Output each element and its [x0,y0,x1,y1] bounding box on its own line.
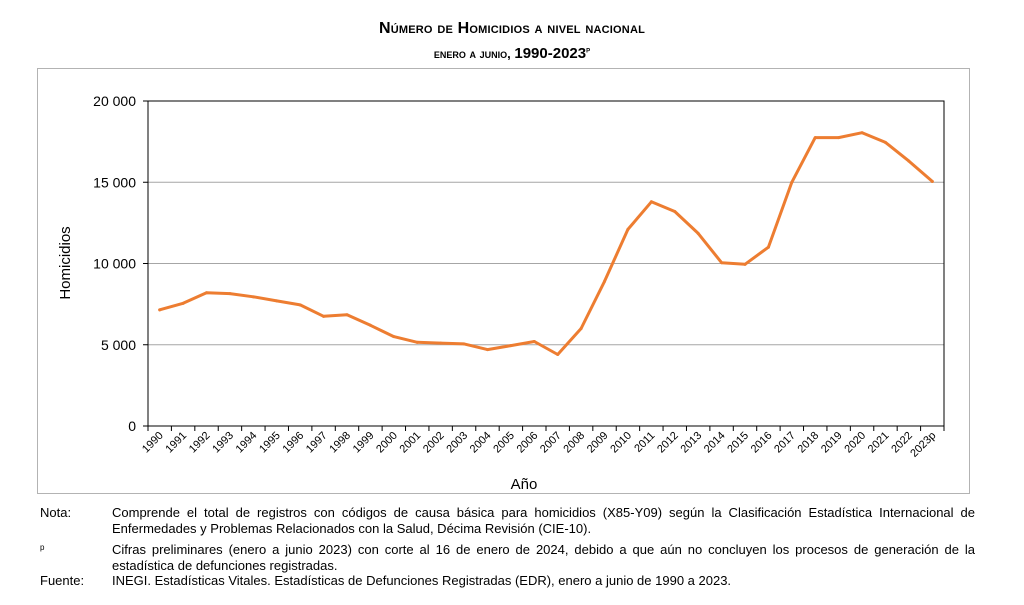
data-point-2012 [673,210,677,213]
x-tick-label: 2016 [749,430,775,456]
x-tick-label: 1990 [140,430,166,456]
x-tick-label: 2020 [842,430,868,456]
data-point-2018 [813,136,817,140]
x-tick-label: 2010 [608,430,634,456]
data-point-2011 [649,200,653,204]
x-axis-label: Año [511,476,538,493]
data-point-1996 [298,303,302,307]
data-point-2021 [883,140,887,144]
data-point-2006 [532,340,536,343]
x-tick-label: 2023p [908,430,938,460]
chart-subtitle: enero a junio, 1990-2023p [0,45,1024,62]
x-axis-ticks: 1990199119921993199419951996199719981999… [140,426,945,460]
data-point-2000 [392,335,396,339]
y-axis-ticks: 0 5 000 10 000 15 000 20 000 [93,93,148,434]
x-tick-label: 2005 [491,430,517,456]
data-point-2023p [930,179,934,183]
x-tick-label: 1992 [187,430,213,456]
subtitle-sup: p [586,45,591,55]
x-tick-label: 2021 [866,430,892,456]
x-tick-label: 2011 [632,430,657,455]
y-axis-label: Homicidios [57,226,74,299]
x-tick-label: 2019 [819,430,845,456]
subtitle-prefix: enero a junio, [433,46,515,61]
x-tick-label: 2000 [374,430,400,456]
data-point-2004 [485,348,489,352]
note-row-nota: Nota: Comprende el total de registros co… [40,505,975,536]
series-points [158,131,934,356]
p-label: p [40,543,45,552]
fuente-text: INEGI. Estadísticas Vitales. Estadística… [112,573,732,588]
x-tick-label: 2008 [561,430,587,456]
x-tick-label: 1995 [257,430,283,456]
nota-text: Comprende el total de registros con códi… [112,505,975,536]
data-point-2015 [743,262,747,266]
data-point-1993 [228,292,232,296]
y-tick-label: 0 [128,418,136,434]
y-tick-label: 5 000 [101,337,136,353]
data-point-1992 [205,291,209,295]
nota-label: Nota: [40,505,72,520]
x-tick-label: 1993 [210,430,236,456]
grid-lines [148,181,944,346]
x-tick-label: 1996 [280,430,306,456]
x-tick-label: 2012 [655,430,681,456]
p-text: Cifras preliminares (enero a junio 2023)… [112,542,975,573]
x-tick-label: 2013 [678,430,704,456]
x-tick-label: 2006 [515,430,541,456]
x-tick-label: 1994 [234,430,260,456]
x-tick-label: 2004 [468,430,494,456]
data-point-2002 [439,341,443,345]
data-point-2020 [860,131,864,135]
subtitle-years: 1990-2023 [514,45,587,62]
x-tick-label: 2009 [585,430,611,456]
data-point-1991 [181,301,185,305]
data-point-2019 [837,136,841,140]
data-point-2009 [603,279,607,283]
note-row-fuente: Fuente: INEGI. Estadísticas Vitales. Est… [40,573,975,589]
x-tick-label: 1991 [163,430,189,456]
data-point-2022 [907,159,911,163]
data-point-1999 [368,323,372,327]
data-point-1995 [275,299,279,303]
plot-area [147,100,945,427]
x-tick-label: 2007 [538,430,564,456]
data-point-2010 [626,227,630,231]
data-point-2014 [720,261,724,265]
data-point-2008 [579,327,583,330]
y-tick-label: 20 000 [93,93,136,109]
data-point-1990 [158,308,162,312]
data-point-2001 [415,340,419,344]
fuente-label: Fuente: [40,573,85,588]
x-tick-label: 1999 [351,430,377,456]
x-tick-label: 2017 [772,430,798,456]
y-tick-label: 15 000 [93,174,136,190]
note-row-p: p Cifras preliminares (enero a junio 202… [40,542,975,573]
x-tick-label: 2003 [444,430,470,456]
chart-title: Número de Homicidios a nivel nacional [378,20,646,37]
data-point-2007 [556,353,560,356]
data-point-2013 [696,231,700,235]
x-tick-label: 1997 [304,430,330,456]
data-point-2016 [766,245,770,249]
y-tick-label: 10 000 [93,256,136,272]
x-tick-label: 2002 [421,430,447,456]
x-tick-label: 2018 [796,430,822,456]
series-line-homicidios [158,131,934,356]
data-point-2017 [790,180,794,184]
x-tick-label: 2014 [702,430,728,456]
x-tick-label: 2001 [398,430,424,456]
data-point-1994 [251,295,255,299]
data-point-1998 [345,313,349,317]
chart-frame [37,68,970,494]
x-tick-label: 2015 [725,430,751,456]
data-point-1997 [322,314,326,318]
x-tick-label: 1998 [327,430,353,456]
data-point-2005 [509,344,513,348]
data-point-2003 [462,342,466,346]
footnotes: Nota: Comprende el total de registros co… [40,505,975,589]
